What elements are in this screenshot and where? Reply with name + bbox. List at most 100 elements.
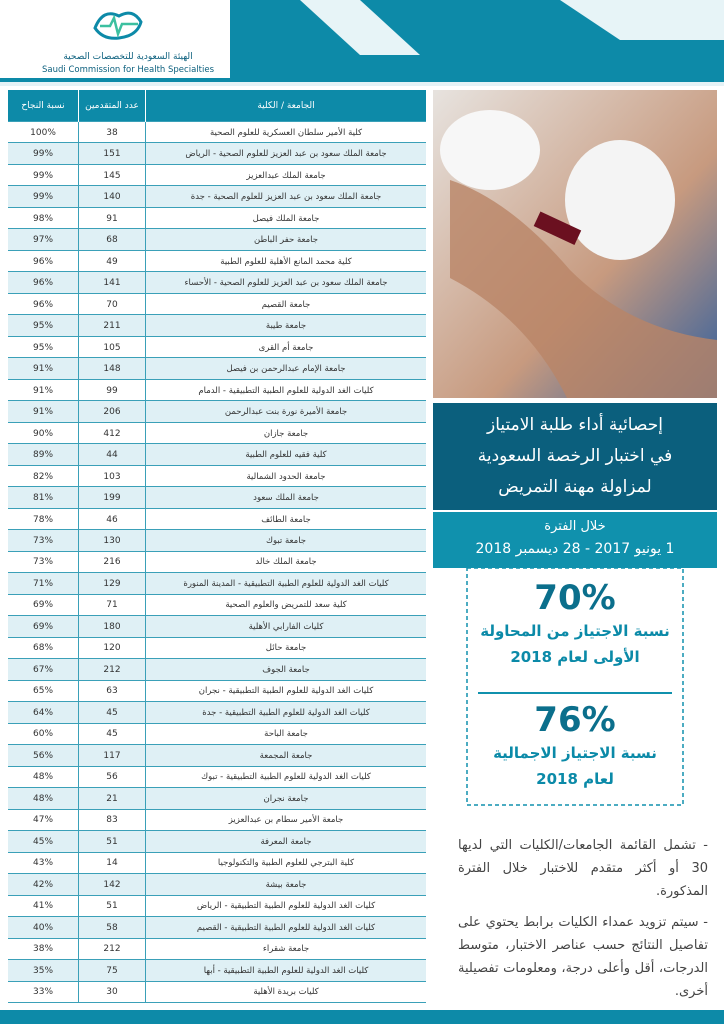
table-cell: جامعة الملك سعود بن عبد العزيز للعلوم ال… [145,272,426,294]
table-cell: جامعة شقراء [145,938,426,961]
table-cell: 44 [78,444,145,466]
table-cell: 71 [78,594,145,617]
table-cell: 38 [78,122,145,144]
photo-glove [565,140,675,260]
table-cell: 45 [78,702,145,724]
table-cell: جامعة القصيم [145,293,426,316]
table-cell: 148 [78,358,145,380]
table-cell: 96% [33,256,54,267]
table-cell: 206 [78,401,145,423]
table-cell: 58 [78,917,145,939]
table-cell: 91 [78,207,145,230]
table-cell: 40% [33,922,54,933]
table-row: 68% 120 جامعة حائل [8,637,426,660]
table-cell: جامعة أم القرى [145,336,426,359]
table-cell: جامعة الملك خالد [145,551,426,574]
table-row: 78% 46 جامعة الطائف [8,508,426,531]
table-cell: 48% [33,772,54,783]
title-line: في اختبار الرخصة السعودية [477,446,673,466]
table-cell: 64% [33,707,54,718]
table-cell: 47% [33,815,54,826]
table-row: 82% 103 جامعة الحدود الشمالية [8,465,426,488]
table-cell: 130 [78,530,145,552]
decor [300,0,420,55]
title-box [433,403,717,510]
table-cell: 91% [33,385,54,396]
table-row: 89% 44 كلية فقيه للعلوم الطبية [8,444,426,466]
table-cell: جامعة الملك سعود [145,487,426,509]
table-cell: 69% [33,600,54,611]
table-cell: 211 [78,315,145,337]
table-row: 48% 56 كليات الغد الدولية للعلوم الطبية ال… [8,766,426,789]
title-line: إحصائية أداء طلبة الامتياز [487,415,663,435]
table-cell: جامعة طيبة [145,315,426,337]
table-cell: كلية الأمير سلطان العسكرية للعلوم الصحية [145,122,426,144]
table-row: 99% 151 جامعة الملك سعود بن عبد العزيز للع… [8,143,426,165]
stat-text: لعام 2018 [536,770,614,788]
table-cell: 65% [33,686,54,697]
table-cell: 45 [78,723,145,746]
table-row: 56% 117 جامعة المجمعة [8,745,426,767]
table-cell: 49 [78,250,145,273]
table-row: 64% 45 كليات الغد الدولية للعلوم الطبية ال… [8,702,426,724]
table-cell: 142 [78,874,145,896]
table-cell: جامعة حائل [145,637,426,660]
table-cell: 97% [33,235,54,246]
table-row: 43% 14 كلية البترجي للعلوم الطبية والتكنول… [8,852,426,875]
table-row: 91% 206 جامعة الأميرة نورة بنت عبدالرحمن [8,401,426,423]
table-cell: جامعة الملك سعود بن عبد العزيز للعلوم ال… [145,143,426,165]
table-cell: 48% [33,793,54,804]
table-cell: 69% [33,621,54,632]
table-cell: 95% [33,321,54,332]
table-cell: 75 [78,960,145,982]
table-cell: 89% [33,450,54,461]
table-cell: كليات الغد الدولية للعلوم الطبية التطبيق… [145,766,426,789]
table-cell: 151 [78,143,145,165]
table-cell: 99% [33,192,54,203]
table-row: 42% 142 جامعة بيشة [8,874,426,896]
table-row: 69% 71 كلية سعد للتمريض والعلوم الصحية [8,594,426,617]
table-row: 47% 83 جامعة الأمير سطام بن عبدالعزيز [8,809,426,832]
table-cell: كليات الغد الدولية للعلوم الطبية التطبيق… [145,895,426,918]
table-cell: 14 [78,852,145,875]
table-row: 96% 70 جامعة القصيم [8,293,426,316]
table-cell: 99% [33,170,54,181]
table-row: 60% 45 جامعة الباحة [8,723,426,746]
table-row: 91% 148 جامعة الإمام عبدالرحمن بن فيصل [8,358,426,380]
table-cell: جامعة الملك سعود بن عبد العزيز للعلوم ال… [145,186,426,208]
header-cell: نسبة النجاح [21,101,65,111]
table-cell: 96% [33,299,54,310]
table-cell: 73% [33,536,54,546]
table-cell: 43% [33,858,54,869]
table-row: 48% 21 جامعة نجران [8,788,426,810]
table-cell: جامعة بيشة [145,874,426,896]
table-cell: 83 [78,809,145,832]
table-cell: 42% [33,879,54,890]
table-cell: جامعة حفر الباطن [145,229,426,251]
photo-tube [533,211,582,245]
table-cell: 70 [78,293,145,316]
table-row: 91% 99 كليات الغد الدولية للعلوم الطبية ال… [8,379,426,402]
photo-arm [450,180,717,398]
table-cell: 68% [33,643,54,654]
table-row: 65% 63 كليات الغد الدولية للعلوم الطبية ال… [8,680,426,703]
table-cell: 68 [78,229,145,251]
table-cell: جامعة المعرفة [145,831,426,853]
table-row: 98% 91 جامعة الملك فيصل [8,207,426,230]
period-box [433,512,717,568]
top-rule [0,82,724,86]
table-cell: 145 [78,164,145,187]
table-row: 41% 51 كليات الغد الدولية للعلوم الطبية ال… [8,895,426,918]
table-cell: 21 [78,788,145,810]
table-cell: كليات الغد الدولية للعلوم الطبية التطبيق… [145,960,426,982]
table-row: 99% 145 جامعة الملك عبدالعزيز [8,164,426,187]
period-range: 1 يونيو 2017 - 28 ديسمبر 2018 [475,541,675,557]
note: - تشمل القائمة الجامعات/الكليات التي لدي… [458,838,708,899]
note: - سيتم تزويد عمداء الكليات برابط يحتوي ع… [458,915,708,999]
table-cell: 212 [78,938,145,961]
stat: 70% نسبة الاجتياز من المحاولة الأولى لعام … [467,578,683,670]
stat-value: 70% [534,578,616,618]
table-cell: 180 [78,616,145,638]
table-cell: 78% [33,514,54,525]
